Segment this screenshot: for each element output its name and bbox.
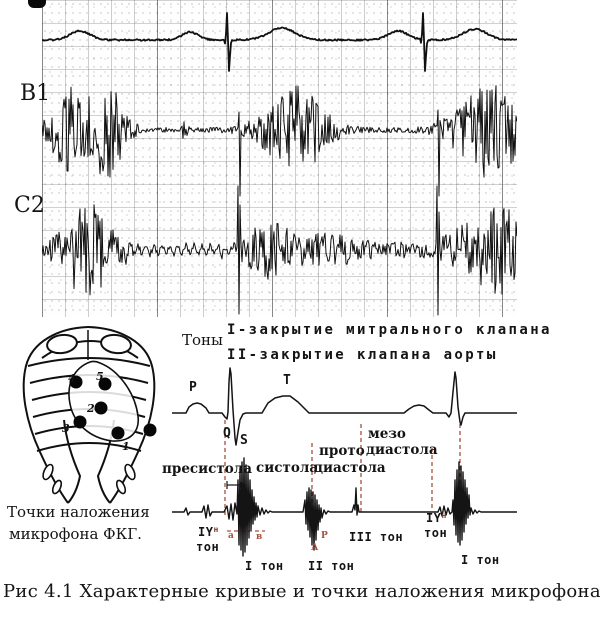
legend-line2: II-закрытие клапана аорты xyxy=(227,347,498,363)
tone-iv-2-numeral: IY xyxy=(426,511,442,525)
ribcage-caption-line2: микрофона ФКГ. xyxy=(9,525,142,543)
phase-presystole: пресистола xyxy=(162,461,252,477)
pcg-schematic-trace xyxy=(172,457,517,557)
tone-i-1: I тон xyxy=(245,559,284,573)
marker-a: а xyxy=(228,531,234,541)
lower-diagram xyxy=(172,367,517,557)
strip-chart-traces xyxy=(42,12,517,316)
clavicle-holes xyxy=(46,333,132,355)
mic-point-2 xyxy=(94,401,108,415)
scan-artifact-blob xyxy=(28,0,46,8)
mic-point-3 xyxy=(73,415,87,429)
phase-mesodiastole-line2: диастола xyxy=(366,442,438,458)
trace-b1-label: B1 xyxy=(20,81,51,106)
ribcage-caption-line1: Точки наложения xyxy=(7,503,150,521)
mic-point-1 xyxy=(111,426,125,440)
mic-point-side xyxy=(143,423,157,437)
mic-number-1: 1 xyxy=(122,440,130,453)
trace-c2-label: C2 xyxy=(14,193,45,218)
tone-iv-2-sup: н xyxy=(441,511,447,520)
phase-protodiastole-line1: прото xyxy=(319,443,365,459)
tone-iv-2: IYн xyxy=(426,511,447,525)
mic-point-4 xyxy=(69,375,83,389)
mic-number-4: 4 xyxy=(68,372,76,385)
marker-pulmonic: Р xyxy=(321,531,328,541)
mic-number-2: 2 xyxy=(86,402,95,415)
strip-chart-grid xyxy=(42,0,517,317)
costal-holes xyxy=(42,463,136,495)
phase-protodiastole-line2: диастола xyxy=(314,460,386,476)
q-wave-label: Q xyxy=(223,426,231,441)
ribcage-diagram: 1 2 3 4 5 xyxy=(22,326,157,504)
tone-ii: II тон xyxy=(308,559,355,573)
figure-caption: Рис 4.1 Характерные кривые и точки налож… xyxy=(3,581,600,602)
s-wave-label: S xyxy=(240,433,248,448)
phase-mesodiastole-line1: мезо xyxy=(368,426,406,442)
tone-iv-1-sup: н xyxy=(213,525,219,534)
tone-iii: III тон xyxy=(349,530,404,544)
mic-point-numbers: 1 2 3 4 5 xyxy=(62,370,130,453)
ecg-schematic-trace xyxy=(172,367,517,446)
marker-v: в xyxy=(256,532,263,542)
mic-number-5: 5 xyxy=(96,370,104,383)
legend-line1: I-закрытие митрального клапана xyxy=(227,322,552,338)
mic-point-5 xyxy=(98,377,112,391)
phase-systole: систола xyxy=(256,460,319,476)
tone-i-2: I тон xyxy=(461,553,500,567)
marker-aortic: А xyxy=(311,543,319,553)
mic-number-3: 3 xyxy=(62,422,70,435)
tone-iv-1-word: тон xyxy=(196,540,220,554)
microphone-points xyxy=(69,375,157,440)
p-wave-label: P xyxy=(189,380,197,395)
tones-label: Тоны xyxy=(182,331,223,349)
tone-iv-2-word: тон xyxy=(424,526,448,540)
t-wave-label: T xyxy=(283,373,291,388)
tone-iv-1: IYн xyxy=(198,525,219,539)
tone-iv-1-numeral: IY xyxy=(198,525,214,539)
